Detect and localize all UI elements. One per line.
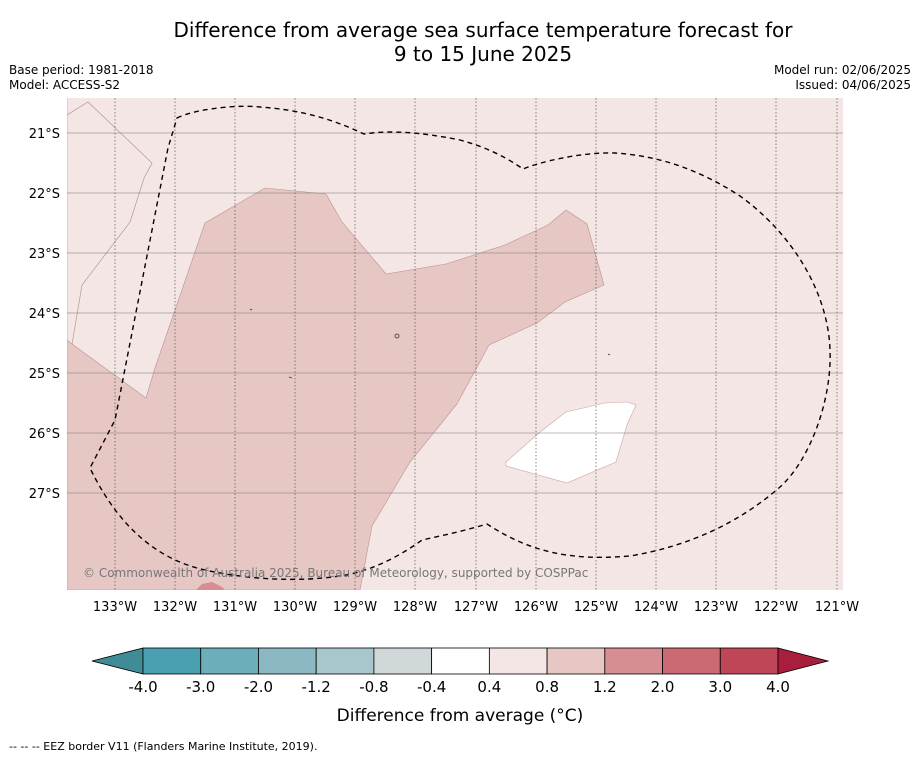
colorbar-tick-label: 2.0 bbox=[651, 678, 675, 696]
lon-labels: 133°W 132°W 131°W 130°W 129°W 128°W 127°… bbox=[93, 600, 859, 615]
colorbar-segment bbox=[373, 647, 433, 675]
chart-title: Difference from average sea surface temp… bbox=[0, 18, 919, 66]
lat-label: 27°S bbox=[29, 487, 60, 502]
lon-label: 122°W bbox=[754, 600, 798, 615]
lon-label: 128°W bbox=[393, 600, 437, 615]
colorbar-segment bbox=[546, 647, 606, 675]
colorbar-tick-label: 3.0 bbox=[708, 678, 732, 696]
lon-label: 133°W bbox=[93, 600, 137, 615]
lon-label: 132°W bbox=[153, 600, 197, 615]
colorbar-tick-label: -1.2 bbox=[302, 678, 331, 696]
colorbar-segment bbox=[315, 647, 375, 675]
colorbar bbox=[91, 647, 830, 675]
lon-label: 125°W bbox=[574, 600, 618, 615]
lon-label: 130°W bbox=[273, 600, 317, 615]
colorbar-tick-label: -4.0 bbox=[128, 678, 157, 696]
lat-gridlines bbox=[67, 132, 843, 494]
colorbar-segment bbox=[258, 647, 317, 675]
colorbar-tick-label: -0.4 bbox=[417, 678, 446, 696]
title-line-1: Difference from average sea surface temp… bbox=[173, 18, 793, 42]
meta-left: Base period: 1981-2018 Model: ACCESS-S2 bbox=[9, 63, 154, 93]
colorbar-segment bbox=[142, 647, 202, 675]
lon-gridlines bbox=[114, 98, 838, 590]
issued-date: Issued: 04/06/2025 bbox=[795, 78, 911, 92]
model-name: Model: ACCESS-S2 bbox=[9, 78, 121, 92]
lon-label: 126°W bbox=[514, 600, 558, 615]
base-period: Base period: 1981-2018 bbox=[9, 63, 154, 77]
lat-label: 25°S bbox=[29, 367, 60, 382]
lon-label: 121°W bbox=[815, 600, 859, 615]
lon-label: 123°W bbox=[694, 600, 738, 615]
lat-label: 22°S bbox=[29, 187, 60, 202]
footnote: -- -- -- EEZ border V11 (Flanders Marine… bbox=[9, 740, 318, 753]
colorbar-label: Difference from average (°C) bbox=[337, 706, 584, 726]
colorbar-segment bbox=[719, 647, 779, 675]
eez-border bbox=[89, 105, 831, 581]
colorbar-tick-label: 0.4 bbox=[477, 678, 501, 696]
anomaly-region-1.2-2.0 bbox=[196, 582, 225, 590]
colorbar-ticks: -4.0 -3.0 -2.0 -1.2 -0.8 -0.4 0.4 0.8 1.2 2.0 3.0 4… bbox=[128, 678, 790, 696]
anomaly-region-neutral bbox=[505, 401, 637, 484]
colorbar-extend-high bbox=[777, 647, 830, 675]
colorbar-tick-label: -2.0 bbox=[244, 678, 273, 696]
anomaly-region-0.4-0.8-west bbox=[67, 101, 153, 345]
copyright-text: © Commonwealth of Australia 2025, Bureau… bbox=[83, 566, 588, 580]
colorbar-tick-label: 1.2 bbox=[593, 678, 617, 696]
lat-label: 26°S bbox=[29, 427, 60, 442]
colorbar-tick-label: 4.0 bbox=[766, 678, 790, 696]
lat-label: 24°S bbox=[29, 307, 60, 322]
lon-label: 127°W bbox=[454, 600, 498, 615]
colorbar-tick-label: -3.0 bbox=[186, 678, 215, 696]
lon-label: 131°W bbox=[213, 600, 257, 615]
colorbar-tick-label: -0.8 bbox=[359, 678, 388, 696]
colorbar-segment bbox=[431, 647, 490, 675]
island-markers bbox=[249, 308, 611, 379]
lon-label: 124°W bbox=[634, 600, 678, 615]
colorbar-segment bbox=[488, 647, 548, 675]
colorbar-segment bbox=[200, 647, 259, 675]
title-line-2: 9 to 15 June 2025 bbox=[393, 42, 573, 66]
meta-right: Model run: 02/06/2025 Issued: 04/06/2025 bbox=[774, 63, 911, 93]
colorbar-extend-low bbox=[91, 647, 144, 675]
lat-labels: 21°S 22°S 23°S 24°S 25°S 26°S 27°S bbox=[29, 127, 60, 502]
lat-label: 23°S bbox=[29, 247, 60, 262]
model-run: Model run: 02/06/2025 bbox=[773, 63, 911, 77]
map-area: © Commonwealth of Australia 2025, Bureau… bbox=[67, 98, 843, 590]
lat-label: 21°S bbox=[29, 127, 60, 142]
lon-label: 129°W bbox=[333, 600, 377, 615]
colorbar-segment bbox=[662, 647, 721, 675]
colorbar-segment bbox=[604, 647, 663, 675]
colorbar-tick-label: 0.8 bbox=[535, 678, 559, 696]
